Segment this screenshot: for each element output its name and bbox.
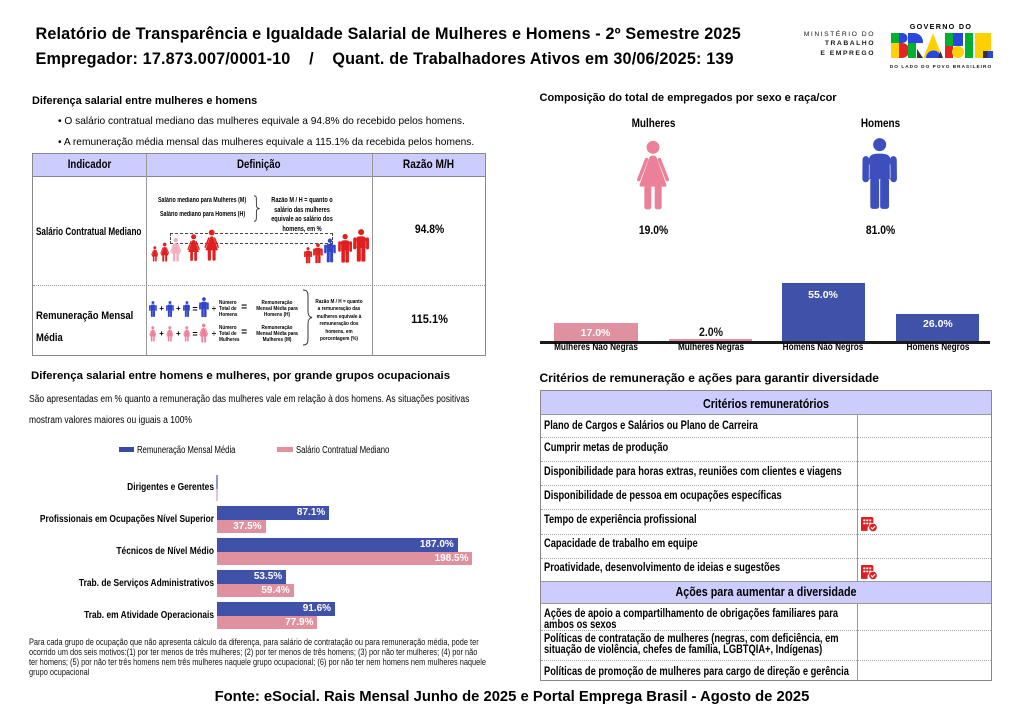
- svg-text:GOVERNO DO: GOVERNO DO: [910, 22, 973, 31]
- svg-text:DO LADO DO POVO BRASILEIRO: DO LADO DO POVO BRASILEIRO: [890, 64, 992, 69]
